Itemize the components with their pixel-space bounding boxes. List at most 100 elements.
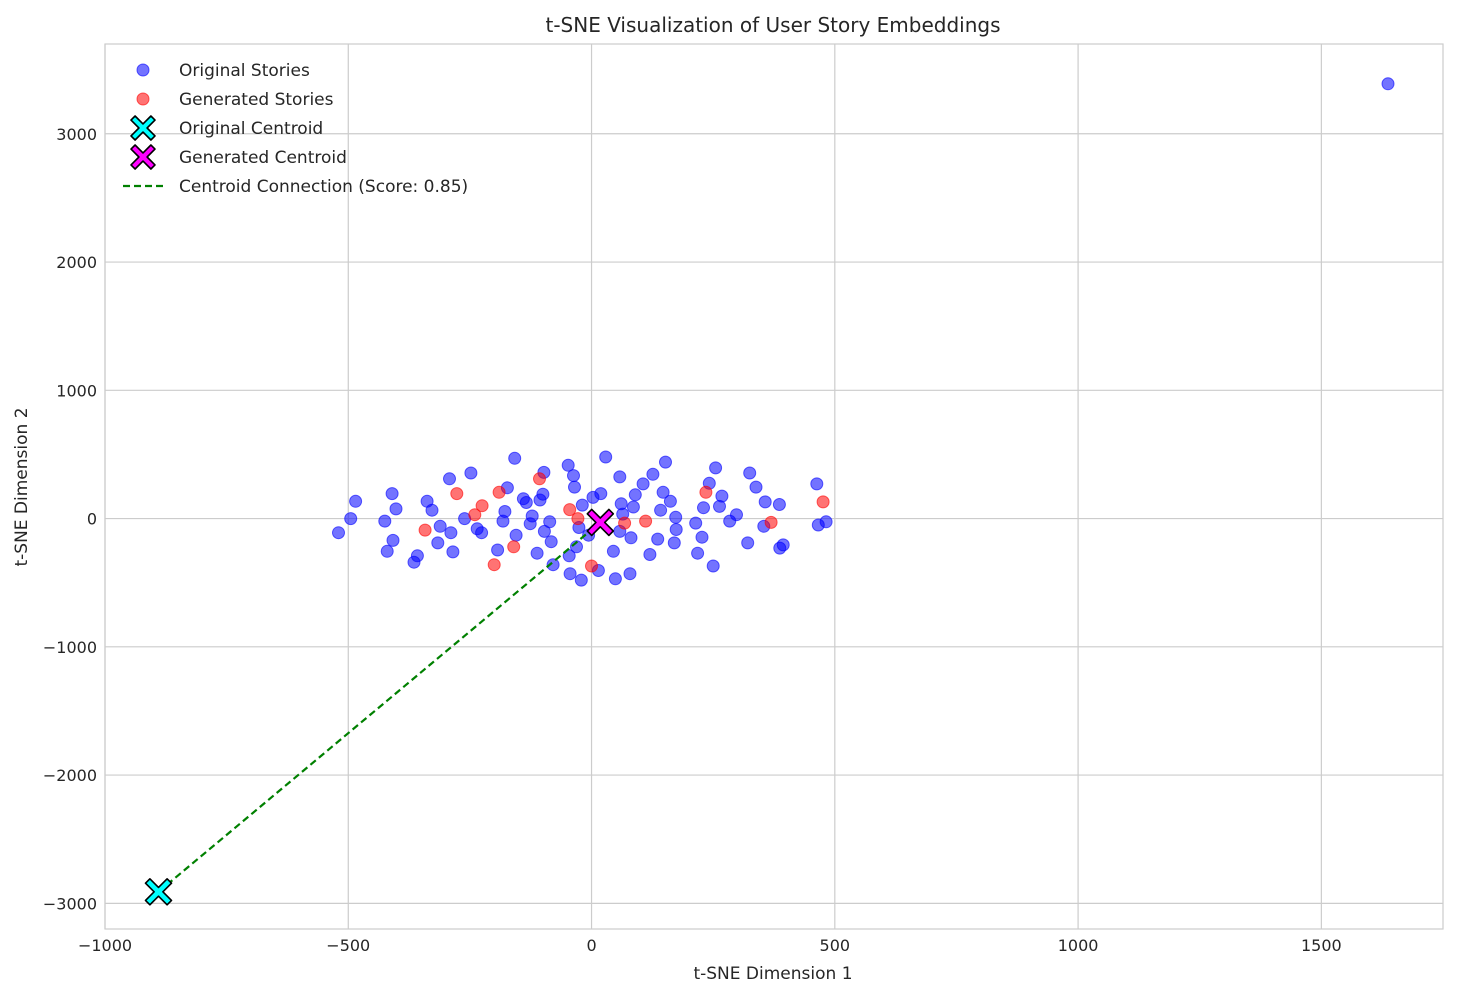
generated-stories-point	[585, 559, 598, 573]
original-stories-point	[543, 515, 557, 529]
original-stories-point	[772, 498, 786, 511]
generated-stories-point	[492, 485, 506, 499]
original-stories-point	[743, 466, 757, 480]
generated-stories-point	[699, 485, 713, 499]
original-stories-point	[575, 498, 589, 512]
legend-marker-original-centroid	[130, 115, 156, 141]
original-stories-point	[626, 500, 640, 514]
y-axis-label: t-SNE Dimension 2	[12, 407, 32, 566]
y-tick-label: 3000	[56, 125, 97, 144]
generated-stories-point	[764, 515, 778, 529]
original-stories-point	[519, 496, 533, 509]
x-axis-label: t-SNE Dimension 1	[693, 964, 852, 984]
original-stories-point	[623, 567, 637, 581]
original-stories-point	[431, 536, 445, 550]
original-stories-point	[425, 503, 439, 517]
generated-centroid-marker	[586, 508, 615, 537]
original-stories-point	[741, 536, 755, 550]
original-stories-point	[536, 487, 550, 501]
original-stories-point	[344, 512, 358, 526]
original-stories-point	[651, 532, 665, 546]
original-stories-point	[646, 467, 660, 481]
original-stories-point	[624, 531, 638, 545]
original-stories-point	[636, 477, 650, 491]
y-tick-label: 0	[87, 510, 97, 529]
grid-lines	[104, 44, 1443, 929]
x-tick-label: 1500	[1301, 936, 1342, 955]
generated-stories-point	[816, 495, 830, 509]
original-stories-point	[508, 451, 522, 465]
generated-stories-point	[468, 508, 482, 522]
original-stories-point	[706, 559, 720, 573]
generated-stories-point	[533, 472, 546, 486]
original-stories-point	[574, 573, 588, 587]
original-stories-point	[563, 567, 577, 581]
original-stories-point	[464, 466, 478, 480]
original-stories-point	[689, 516, 703, 530]
y-tick-label: −1000	[43, 638, 97, 657]
original-stories-point	[386, 533, 400, 547]
legend-label-centroid-connection-score-0-85: Centroid Connection (Score: 0.85)	[179, 177, 468, 197]
original-stories-point	[525, 509, 539, 523]
original-stories-point	[695, 530, 709, 544]
original-stories-point	[443, 472, 456, 486]
legend-label-generated-centroid: Generated Centroid	[179, 148, 347, 168]
y-tick-label: −3000	[43, 894, 97, 913]
generated-stories-point	[418, 523, 432, 537]
generated-stories-point	[507, 540, 521, 554]
x-tick-label: 500	[820, 936, 851, 955]
original-stories-point	[819, 515, 833, 529]
original-stories-point	[444, 526, 458, 540]
original-stories-point	[715, 489, 729, 503]
x-tick-label: 0	[586, 936, 596, 955]
original-stories-point	[669, 510, 683, 524]
original-stories-point	[385, 487, 399, 501]
original-stories-point	[613, 470, 627, 484]
original-stories-point	[656, 485, 670, 499]
original-stories-point	[378, 514, 392, 528]
generated-stories-point	[639, 514, 653, 528]
original-stories-point	[332, 526, 345, 540]
original-stories-point	[606, 544, 620, 558]
original-stories-point	[810, 477, 824, 491]
original-stories-point	[544, 535, 558, 549]
original-stories-point	[599, 450, 613, 464]
original-stories-point	[669, 523, 683, 536]
original-stories-point	[475, 526, 489, 540]
original-stories-point	[697, 501, 710, 515]
original-stories-point	[663, 494, 677, 508]
original-stories-point	[749, 480, 763, 494]
original-stories-point	[568, 480, 581, 494]
generated-stories-point	[618, 516, 632, 530]
original-stories-point	[667, 536, 681, 550]
legend-label-generated-stories: Generated Stories	[179, 90, 334, 110]
original-stories-point	[491, 543, 505, 557]
original-stories-point	[380, 544, 394, 558]
original-stories-point	[389, 502, 403, 516]
y-tick-label: 1000	[56, 381, 97, 400]
generated-stories-point	[487, 558, 501, 572]
original-stories-point	[643, 548, 657, 561]
original-stories-point	[594, 487, 608, 501]
centroid-connection-line	[157, 521, 602, 893]
plot-frame	[104, 43, 1444, 930]
plot-marks	[144, 77, 1395, 906]
original-stories-point	[433, 519, 447, 533]
tick-labels: −1000 −500 0 500 1000 1500 −3000 −2000 −1000 0 100…	[43, 125, 1342, 955]
original-stories-point	[654, 503, 668, 517]
original-stories-point	[628, 488, 642, 502]
original-stories-point	[567, 469, 580, 483]
legend-label-original-centroid: Original Centroid	[179, 119, 323, 139]
legend-marker-generated-centroid	[130, 144, 156, 170]
original-stories-point	[498, 505, 512, 518]
original-stories-point	[776, 538, 790, 552]
legend: Original Stories Generated Stories Origina…	[123, 61, 468, 197]
original-stories-point	[709, 461, 723, 475]
generated-stories-point	[571, 512, 585, 526]
original-stories-point	[758, 495, 772, 509]
x-tick-label: 1000	[1058, 936, 1099, 955]
y-tick-label: 2000	[56, 253, 97, 272]
original-stories-point	[659, 455, 672, 469]
generated-stories-point	[475, 499, 489, 513]
